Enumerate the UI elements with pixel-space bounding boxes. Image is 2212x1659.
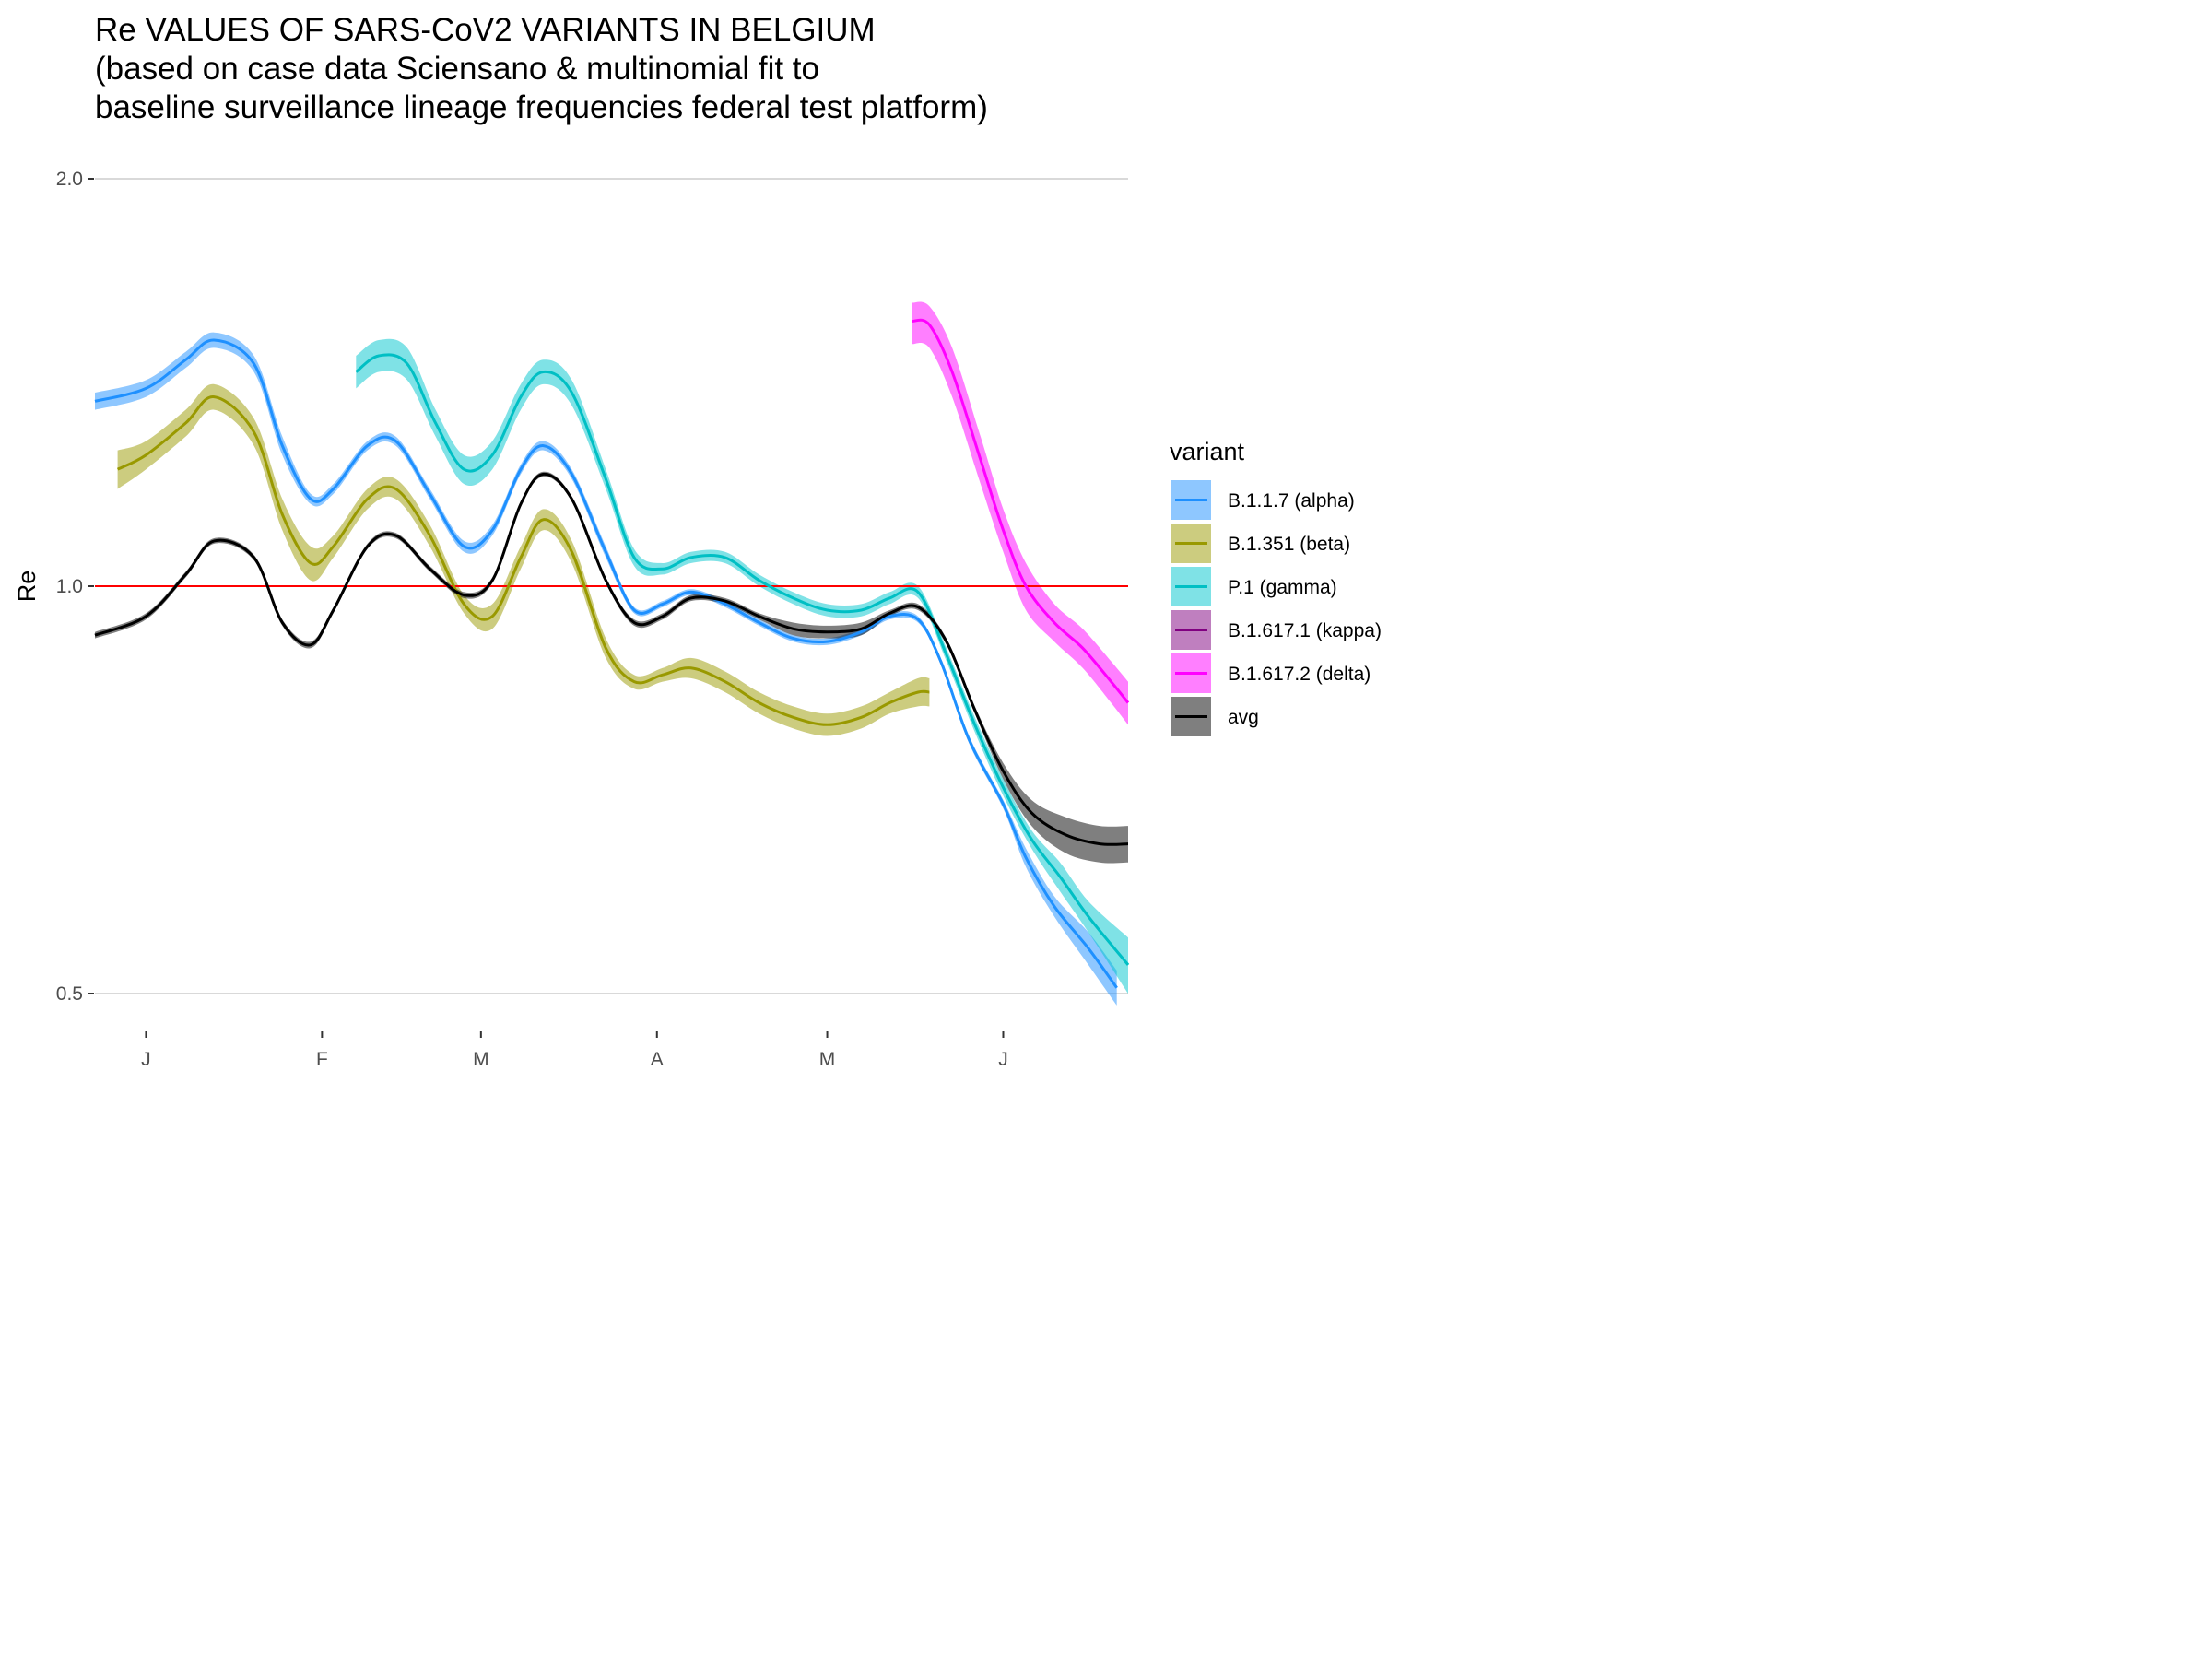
y-tick-label: 2.0 — [56, 169, 83, 190]
x-tick-label: J — [141, 1049, 151, 1070]
legend-item-avg: avg — [1171, 697, 1259, 736]
x-tick-label: A — [651, 1049, 664, 1070]
legend-label: B.1.351 (beta) — [1228, 534, 1350, 555]
y-axis-title: Re — [13, 571, 41, 603]
legend-item-b-1-617-2-delta: B.1.617.2 (delta) — [1171, 653, 1371, 693]
chart-title: Re VALUES OF SARS-CoV2 VARIANTS IN BELGI… — [95, 12, 988, 125]
legend-label: B.1.617.1 (kappa) — [1228, 620, 1382, 641]
legend-label: P.1 (gamma) — [1228, 577, 1337, 598]
x-tick-label: J — [998, 1049, 1008, 1070]
title-line-2: (based on case data Sciensano & multinom… — [95, 51, 819, 87]
legend-item-p-1-gamma: P.1 (gamma) — [1171, 567, 1337, 606]
line-b-1-1-7-alpha — [94, 338, 1118, 989]
re-variants-chart: Re VALUES OF SARS-CoV2 VARIANTS IN BELGI… — [13, 12, 1382, 1070]
legend-title: variant — [1170, 438, 1245, 465]
ribbon-p-1-gamma — [356, 338, 1128, 994]
title-line-1: Re VALUES OF SARS-CoV2 VARIANTS IN BELGI… — [95, 12, 876, 48]
legend-item-b-1-1-7-alpha: B.1.1.7 (alpha) — [1171, 480, 1355, 520]
ribbon-b-1-351-beta — [117, 383, 930, 736]
legend-label: B.1.617.2 (delta) — [1228, 664, 1371, 685]
legend-item-b-1-617-1-kappa: B.1.617.1 (kappa) — [1171, 610, 1382, 650]
line-b-1-617-2-delta — [912, 318, 1130, 704]
line-avg — [94, 472, 1129, 846]
y-tick-label: 0.5 — [56, 983, 83, 1005]
legend-label: B.1.1.7 (alpha) — [1228, 490, 1355, 512]
legend-item-b-1-351-beta: B.1.351 (beta) — [1171, 524, 1350, 563]
x-tick-label: M — [819, 1049, 836, 1070]
legend: variant B.1.1.7 (alpha) B.1.351 (beta) P.1… — [1170, 438, 1382, 736]
y-tick-label: 1.0 — [56, 576, 83, 597]
line-b-1-351-beta — [116, 395, 930, 726]
axes: 0.5 1.0 2.0 J F M A M J — [56, 169, 1008, 1070]
title-line-3: baseline surveillance lineage frequencie… — [95, 89, 988, 125]
x-tick-label: M — [473, 1049, 489, 1070]
x-tick-label: F — [316, 1049, 328, 1070]
legend-label: avg — [1228, 707, 1259, 728]
series-lines — [94, 318, 1130, 989]
line-p-1-gamma — [355, 353, 1130, 966]
confidence-ribbons — [95, 301, 1128, 1006]
ribbon-b-1-617-2-delta — [912, 301, 1128, 725]
